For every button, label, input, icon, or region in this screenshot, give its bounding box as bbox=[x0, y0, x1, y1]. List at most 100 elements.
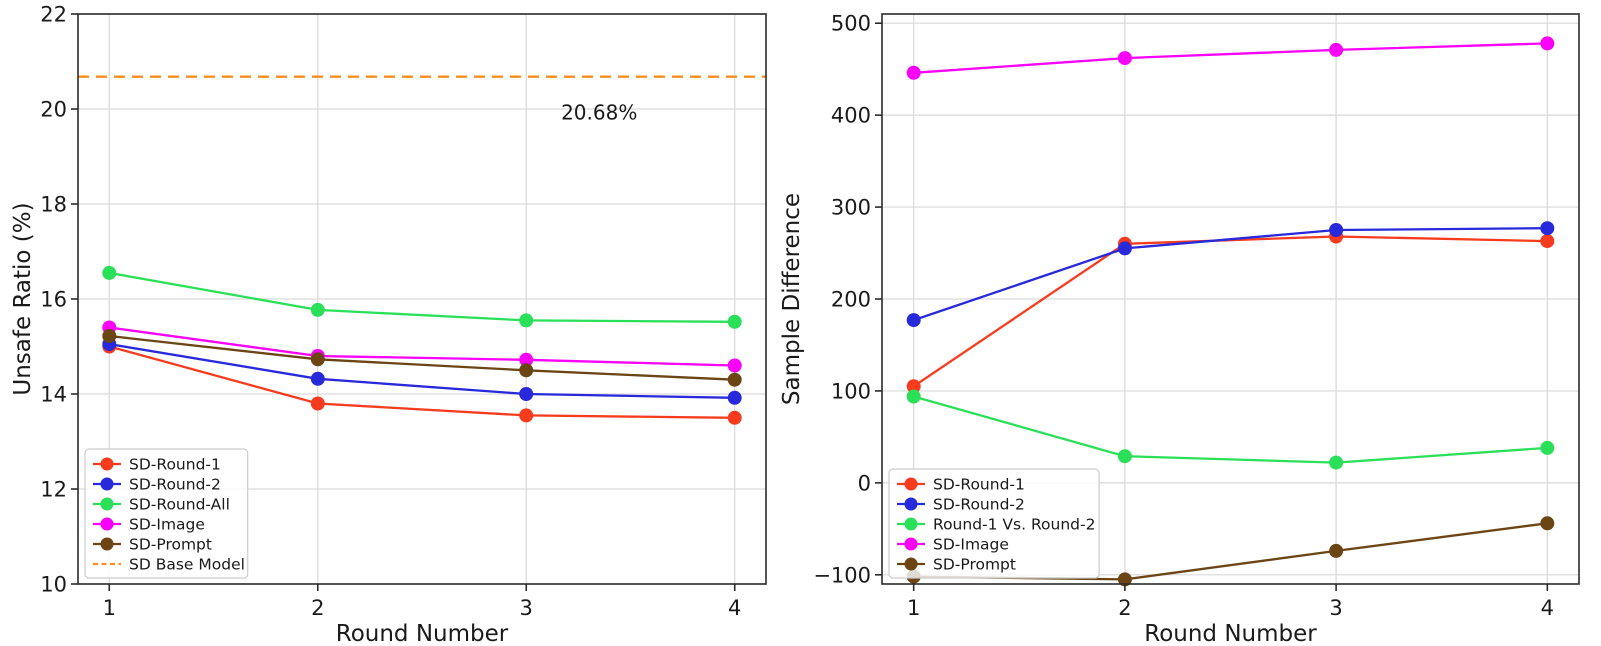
data-point bbox=[1329, 543, 1344, 558]
series-Round-1 Vs. Round-2 bbox=[906, 389, 1555, 470]
legend-marker bbox=[100, 477, 114, 491]
legend-item: SD-Round-2 bbox=[897, 496, 1025, 514]
chart-1-x-axis: 1 2 3 4 Round Number bbox=[907, 584, 1554, 646]
x-axis-title: Round Number bbox=[336, 621, 509, 646]
data-point bbox=[1329, 455, 1344, 470]
legend-item: SD Base Model bbox=[93, 556, 245, 574]
data-point bbox=[906, 65, 921, 80]
legend-marker bbox=[904, 477, 918, 491]
legend-label: SD-Image bbox=[933, 536, 1009, 554]
y-tick-label: 12 bbox=[40, 478, 67, 502]
legend-marker bbox=[100, 537, 114, 551]
legend-item: SD-Round-All bbox=[93, 496, 230, 514]
data-point bbox=[906, 379, 921, 394]
legend-marker bbox=[100, 517, 114, 531]
y-tick-label: 0 bbox=[858, 471, 871, 495]
y-tick-label: 100 bbox=[831, 379, 871, 403]
baseline-annotation: 20.68% bbox=[561, 100, 637, 124]
series-SD-Round-2 bbox=[906, 221, 1555, 328]
legend-marker bbox=[904, 537, 918, 551]
series-line bbox=[109, 342, 735, 399]
x-tick-label: 2 bbox=[1118, 596, 1131, 620]
legend-item: SD-Prompt bbox=[93, 536, 212, 554]
data-point bbox=[1540, 440, 1555, 455]
y-tick-label: 10 bbox=[40, 573, 67, 597]
data-point bbox=[310, 302, 325, 317]
legend-item: SD-Round-1 bbox=[897, 476, 1025, 494]
legend-item: SD-Round-2 bbox=[93, 476, 221, 494]
legend-label: Round-1 Vs. Round-2 bbox=[933, 516, 1095, 534]
data-point bbox=[310, 396, 325, 411]
data-point bbox=[1540, 36, 1555, 51]
legend-marker bbox=[904, 497, 918, 511]
y-axis-title: Sample Difference bbox=[779, 193, 805, 405]
legend-marker bbox=[904, 557, 918, 571]
data-point bbox=[1329, 223, 1344, 237]
y-tick-label: 400 bbox=[831, 104, 871, 128]
chart-1-y-axis: −100 0 100 200 300 400 500 Sample Difference bbox=[779, 12, 882, 587]
x-tick-label: 1 bbox=[103, 596, 116, 620]
data-point bbox=[1540, 516, 1555, 531]
series-line bbox=[108, 345, 735, 419]
y-tick-label: 200 bbox=[831, 288, 871, 312]
data-point bbox=[906, 313, 921, 328]
data-point bbox=[519, 387, 534, 401]
series-SD-Round-1 bbox=[102, 339, 742, 425]
data-point bbox=[102, 265, 117, 280]
legend-label: SD-Image bbox=[129, 516, 205, 534]
data-point bbox=[727, 390, 742, 405]
legend-item: Round-1 Vs. Round-2 bbox=[897, 516, 1095, 534]
data-point bbox=[727, 410, 742, 425]
series-line bbox=[913, 42, 1548, 74]
series-SD-Prompt bbox=[102, 329, 742, 387]
y-tick-label: 16 bbox=[40, 288, 67, 312]
series-line bbox=[913, 227, 1548, 322]
y-tick-label: 14 bbox=[40, 383, 67, 407]
data-point bbox=[1117, 449, 1132, 464]
x-tick-label: 2 bbox=[311, 596, 324, 620]
legend-label: SD-Round-All bbox=[129, 496, 230, 514]
chart-0-legend: SD-Round-1 SD-Round-2 SD-Round-All SD-Image… bbox=[84, 448, 249, 579]
x-tick-label: 4 bbox=[728, 596, 741, 620]
legend-label: SD-Round-1 bbox=[933, 476, 1025, 494]
data-point bbox=[519, 408, 534, 423]
data-point bbox=[1117, 51, 1132, 66]
y-tick-label: 20 bbox=[40, 98, 67, 122]
chart-1-legend: SD-Round-1 SD-Round-2 Round-1 Vs. Round-2 S… bbox=[888, 468, 1100, 579]
legend-label: SD-Prompt bbox=[933, 556, 1016, 574]
data-point bbox=[310, 352, 325, 367]
data-point bbox=[1540, 234, 1555, 249]
legend-marker bbox=[100, 497, 114, 511]
series-line bbox=[913, 235, 1548, 388]
data-point bbox=[1329, 42, 1344, 57]
legend-marker bbox=[100, 457, 114, 471]
chart-1: 1 2 3 4 Round Number −100 0 100 200 300 400 500 Samp… bbox=[779, 12, 1580, 646]
x-tick-label: 3 bbox=[1329, 596, 1342, 620]
y-tick-label: 22 bbox=[40, 3, 67, 27]
data-point bbox=[1117, 241, 1132, 256]
y-tick-label: 300 bbox=[831, 196, 871, 220]
y-tick-label: 500 bbox=[831, 12, 871, 36]
y-tick-label: −100 bbox=[813, 563, 871, 587]
x-tick-label: 3 bbox=[520, 596, 533, 620]
data-point bbox=[1540, 221, 1555, 236]
series-line bbox=[109, 334, 735, 381]
legend-label: SD Base Model bbox=[129, 556, 245, 574]
data-point bbox=[727, 314, 742, 329]
series-SD-Round-2 bbox=[102, 337, 742, 405]
chart-0-y-axis: 10 12 14 16 18 20 22 Unsafe Ratio (%) bbox=[10, 3, 78, 597]
data-point bbox=[727, 358, 742, 373]
legend-label: SD-Round-2 bbox=[933, 496, 1025, 514]
data-point bbox=[310, 371, 325, 386]
chart-0-x-axis: 1 2 3 4 Round Number bbox=[103, 584, 741, 646]
series-line bbox=[109, 271, 735, 323]
legend-label: SD-Prompt bbox=[129, 536, 212, 554]
data-point bbox=[519, 313, 534, 328]
y-tick-label: 18 bbox=[40, 193, 67, 217]
x-tick-label: 1 bbox=[907, 596, 920, 620]
data-point bbox=[906, 389, 921, 404]
data-point bbox=[727, 372, 742, 387]
